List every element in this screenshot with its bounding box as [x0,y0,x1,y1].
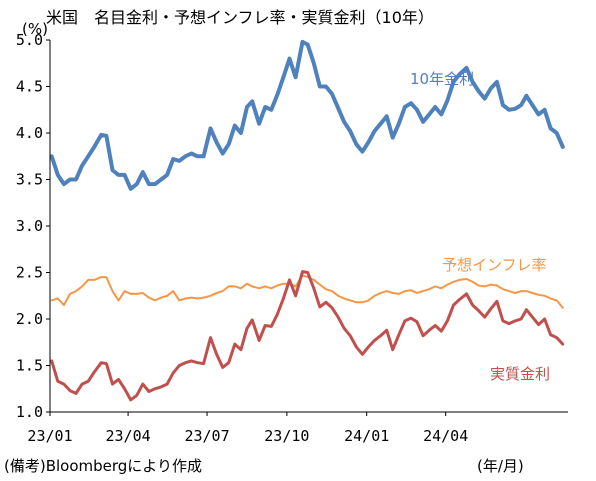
series-line-real [50,270,565,402]
series-label-real: 実質金利 [490,365,550,383]
y-unit-label: (%) [22,20,48,38]
y-tick-label: 1.0 [16,403,43,421]
x-tick-label: 23/04 [106,427,151,445]
series-label-inflation: 予想インフレ率 [442,256,547,274]
series-line-nominal [49,39,565,191]
x-unit-label: (年/月) [477,457,524,475]
x-tick-label: 23/07 [184,427,229,445]
y-tick-label: 4.0 [16,124,43,142]
x-tick-label: 23/01 [27,427,72,445]
series-line-inflation [50,274,564,309]
x-tick-label: 23/10 [264,427,309,445]
series-lines [49,39,565,402]
series-labels: 10年金利 予想インフレ率 実質金利 [410,70,550,383]
series-label-nominal: 10年金利 [410,70,474,88]
y-axis-ticks: 1.0 1.5 2.0 2.5 3.0 3.5 4.0 4.5 5.0 [16,31,50,421]
x-tick-label: 24/01 [344,427,389,445]
y-tick-label: 3.5 [16,171,43,189]
y-tick-label: 5.0 [16,31,43,49]
y-tick-label: 4.5 [16,78,43,96]
y-tick-label: 3.0 [16,217,43,235]
y-tick-label: 2.5 [16,264,43,282]
x-tick-label: 24/04 [423,427,468,445]
chart-title: 米国 名目金利・予想インフレ率・実質金利（10年） [46,8,434,27]
y-tick-label: 2.0 [16,310,43,328]
source-note: (備考)Bloombergにより作成 [4,457,202,475]
x-axis-ticks: 23/01 23/04 23/07 23/10 24/01 24/04 [27,412,468,445]
y-tick-label: 1.5 [16,357,43,375]
